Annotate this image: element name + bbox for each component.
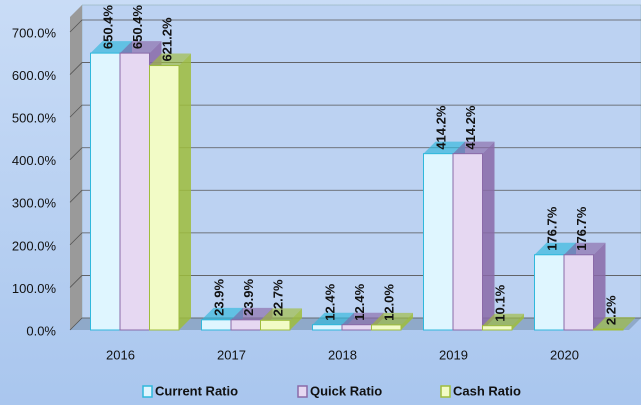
bar-front <box>534 254 565 331</box>
value-label: 176.7% <box>545 206 560 251</box>
y-tick-label: 100.0% <box>12 281 57 296</box>
legend-swatch <box>440 385 451 398</box>
bar-top <box>231 307 273 320</box>
bar-side <box>623 317 635 330</box>
legend-label: Cash Ratio <box>453 383 521 398</box>
bar-top <box>534 242 576 255</box>
bar-front <box>482 325 513 331</box>
x-tick-label: 2016 <box>106 347 135 362</box>
bar-side <box>512 313 524 330</box>
value-label: 10.1% <box>493 284 508 321</box>
bar-front <box>371 324 402 331</box>
bar-side <box>482 141 495 330</box>
bar-front <box>201 319 232 331</box>
bar-top <box>312 312 354 325</box>
x-tick-label: 2019 <box>439 347 468 362</box>
bar-front <box>260 319 291 331</box>
bar-front <box>563 254 594 331</box>
value-label: 2.2% <box>604 295 619 325</box>
bar <box>452 141 495 331</box>
bar-front <box>119 52 150 331</box>
bar-top <box>260 308 302 321</box>
value-label: 621.2% <box>160 17 175 62</box>
bar-front <box>90 52 121 331</box>
value-label: 650.4% <box>130 5 145 50</box>
bar-front <box>423 153 454 331</box>
bar-front <box>452 153 483 331</box>
legend-swatch <box>297 385 308 398</box>
value-label: 12.0% <box>382 284 397 321</box>
bar-top <box>564 242 606 255</box>
bar <box>260 308 302 331</box>
bar-top <box>593 317 635 330</box>
grid-line <box>69 104 641 118</box>
bar <box>593 317 635 331</box>
bar-top <box>201 307 243 320</box>
bar-front <box>593 328 624 331</box>
legend-swatch <box>142 385 153 398</box>
bar-front <box>341 324 372 331</box>
legend-label: Current Ratio <box>155 383 238 398</box>
side-wall <box>70 5 82 330</box>
value-label: 23.9% <box>212 279 227 316</box>
grid-line <box>69 62 641 75</box>
bar-top <box>342 312 384 325</box>
y-tick-label: 300.0% <box>12 196 57 211</box>
x-tick-label: 2020 <box>550 347 579 362</box>
bar-side <box>179 53 191 330</box>
value-label: 414.2% <box>434 105 449 150</box>
legend-label: Quick Ratio <box>310 383 382 398</box>
x-tick-label: 2017 <box>217 347 246 362</box>
y-tick-label: 0.0% <box>26 323 56 338</box>
bar-front <box>312 324 343 331</box>
y-tick-label: 600.0% <box>12 68 57 83</box>
bar-top <box>482 313 524 326</box>
bar-side <box>401 312 413 330</box>
bar-top <box>149 53 191 66</box>
x-tick-label: 2018 <box>328 347 357 362</box>
value-label: 176.7% <box>574 206 589 251</box>
bar <box>563 242 606 331</box>
bar <box>482 313 524 331</box>
value-label: 23.9% <box>241 279 256 316</box>
value-label: 414.2% <box>463 105 478 150</box>
bar-top <box>453 141 495 154</box>
bar <box>149 53 191 331</box>
bar-side <box>290 308 302 330</box>
y-tick-label: 400.0% <box>12 153 57 168</box>
value-label: 12.4% <box>352 283 367 320</box>
bar-top <box>371 312 413 325</box>
grid-line <box>69 19 641 33</box>
bar-front <box>230 319 261 331</box>
bar-top <box>120 41 162 54</box>
y-tick-label: 500.0% <box>12 111 57 126</box>
bar <box>371 312 413 331</box>
bar-side <box>593 242 606 330</box>
value-label: 12.4% <box>323 283 338 320</box>
bar-front <box>149 65 180 331</box>
bar-top <box>423 141 465 154</box>
y-tick-label: 200.0% <box>12 238 57 253</box>
bar <box>534 242 576 331</box>
bar-top <box>90 41 132 54</box>
value-label: 650.4% <box>101 5 116 50</box>
y-tick-label: 700.0% <box>12 25 57 40</box>
value-label: 22.7% <box>271 279 286 316</box>
